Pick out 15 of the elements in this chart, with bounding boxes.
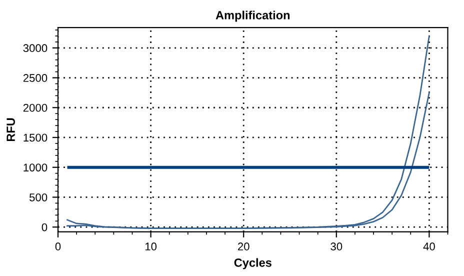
y-tick-label: 2000 xyxy=(23,104,48,112)
y-tick-label: 1000 xyxy=(24,164,48,172)
x-tick-label: 40 xyxy=(423,242,435,250)
x-tick-label: 10 xyxy=(145,242,157,250)
y-tick-label: 2500 xyxy=(23,74,48,82)
x-tick-label: 0 xyxy=(55,242,61,250)
y-axis-title: RFU xyxy=(6,118,15,142)
x-axis-title: Cycles xyxy=(234,258,272,270)
x-tick-label: 30 xyxy=(330,242,342,250)
y-tick-label: 500 xyxy=(29,193,48,202)
y-tick-label: 0 xyxy=(42,223,48,232)
y-tick-label: 1500 xyxy=(24,134,48,142)
x-tick-label: 20 xyxy=(238,242,250,250)
chart-title: Amplification xyxy=(216,10,290,22)
y-tick-label: 3000 xyxy=(23,44,48,52)
